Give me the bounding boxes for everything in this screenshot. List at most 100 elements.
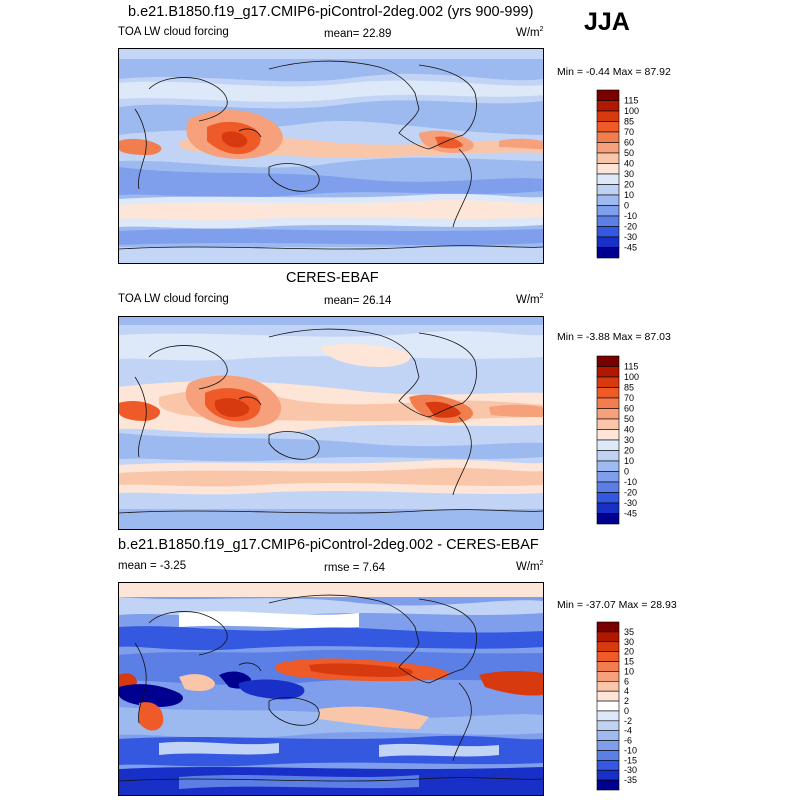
colorbar-obs: 115 100 85 70 60 50 40 30 20 10 0 -10 -20 -30 -45 — [596, 355, 657, 526]
colorbar-tick-label: -4 — [624, 726, 632, 736]
colorbar-box — [596, 121, 620, 133]
colorbar-box — [596, 408, 620, 420]
panel-diff-minmax: Min = -37.07 Max = 28.93 — [557, 599, 677, 611]
colorbar-tick-label: 20 — [624, 446, 634, 456]
colorbar-box — [596, 631, 620, 643]
colorbar-box — [596, 89, 620, 101]
colorbar-box — [596, 779, 620, 791]
colorbar-tick-label: 20 — [624, 647, 634, 657]
colorbar-tick-label: 30 — [624, 435, 634, 445]
colorbar-box — [596, 740, 620, 751]
colorbar-tick-label: -35 — [624, 775, 637, 785]
colorbar-box — [596, 750, 620, 761]
colorbar-box — [596, 205, 620, 217]
colorbar-tick-label: 0 — [624, 201, 629, 211]
panel-obs-minmax: Min = -3.88 Max = 87.03 — [557, 331, 671, 343]
colorbar-tick-label: 20 — [624, 180, 634, 190]
colorbar-tick-label: 50 — [624, 148, 634, 158]
colorbar-tick-label: 2 — [624, 696, 629, 706]
colorbar-tick-label: 30 — [624, 637, 634, 647]
colorbar-model: 115 100 85 70 60 50 40 30 20 10 0 -10 -20 -30 -45 — [596, 89, 657, 260]
colorbar-tick-label: 40 — [624, 425, 634, 435]
colorbar-box — [596, 100, 620, 112]
colorbar-box — [596, 621, 620, 633]
colorbar-tick-label: 15 — [624, 657, 634, 667]
map-ceres-ebaf-toa-lw-cloud-forcing — [118, 316, 544, 530]
panel-model-mean: mean= 22.89 — [324, 28, 392, 40]
colorbar-tick-label: -10 — [624, 477, 637, 487]
colorbar-tick-label: 115 — [624, 362, 638, 372]
colorbar-tick-label: 50 — [624, 414, 634, 424]
colorbar-tick-label: 6 — [624, 676, 629, 686]
colorbar-tick-label: 10 — [624, 666, 634, 676]
colorbar-box — [596, 215, 620, 227]
colorbar-tick-label: -20 — [624, 488, 637, 498]
panel-model-minmax: Min = -0.44 Max = 87.92 — [557, 66, 671, 78]
colorbar-tick-label: -45 — [624, 509, 637, 519]
colorbar-box — [596, 513, 620, 525]
colorbar-tick-label: -30 — [624, 232, 637, 242]
colorbar-box — [596, 730, 620, 741]
colorbar-box — [596, 418, 620, 430]
colorbar-tick-label: 0 — [624, 706, 629, 716]
panel-obs-units: W/m2 — [516, 293, 544, 306]
colorbar-box — [596, 131, 620, 143]
colorbar-box — [596, 680, 620, 692]
colorbar-box — [596, 366, 620, 378]
colorbar-tick-label: -10 — [624, 211, 637, 221]
colorbar-tick-label: 40 — [624, 159, 634, 169]
panel-model-units: W/m2 — [516, 26, 544, 39]
colorbar-box — [596, 460, 620, 472]
colorbar-box — [596, 481, 620, 493]
colorbar-tick-label: -45 — [624, 243, 637, 253]
panel-model-title: b.e21.B1850.f19_g17.CMIP6-piControl-2deg… — [128, 4, 534, 20]
colorbar-tick-label: -20 — [624, 222, 637, 232]
colorbar-box — [596, 397, 620, 409]
colorbar-tick-label: 10 — [624, 456, 634, 466]
colorbar-tick-label: -30 — [624, 498, 637, 508]
colorbar-tick-label: 100 — [624, 106, 639, 116]
colorbar-box — [596, 769, 620, 781]
colorbar-box — [596, 152, 620, 164]
colorbar-box — [596, 671, 620, 682]
colorbar-tick-label: -15 — [624, 755, 637, 765]
colorbar-tick-label: 30 — [624, 169, 634, 179]
map-model-toa-lw-cloud-forcing — [118, 48, 544, 264]
colorbar-box — [596, 173, 620, 185]
colorbar-tick-label: 100 — [624, 372, 639, 382]
colorbar-tick-label: 85 — [624, 117, 634, 127]
colorbar-box — [596, 194, 620, 206]
colorbar-tick-label: 60 — [624, 138, 634, 148]
colorbar-diff: 35 30 20 15 10 6 4 2 0 -2 -4 -6 -10 -15 -30 -35 — [596, 621, 657, 792]
colorbar-box — [596, 355, 620, 367]
colorbar-box — [596, 502, 620, 514]
colorbar-box — [596, 247, 620, 259]
panel-obs-left-label: TOA LW cloud forcing — [118, 293, 229, 305]
colorbar-tick-label: -10 — [624, 745, 637, 755]
colorbar-box — [596, 387, 620, 399]
colorbar-box — [596, 651, 620, 662]
colorbar-tick-label: -6 — [624, 736, 632, 746]
colorbar-box — [596, 450, 620, 462]
colorbar-box — [596, 471, 620, 483]
colorbar-tick-label: 115 — [624, 96, 638, 106]
colorbar-box — [596, 184, 620, 196]
panel-diff-rmse: rmse = 7.64 — [324, 562, 386, 574]
panel-diff-title: b.e21.B1850.f19_g17.CMIP6-piControl-2deg… — [118, 537, 539, 553]
colorbar-box — [596, 760, 620, 771]
panel-model-left-label: TOA LW cloud forcing — [118, 26, 229, 38]
colorbar-tick-label: 85 — [624, 383, 634, 393]
colorbar-box — [596, 226, 620, 238]
colorbar-box — [596, 376, 620, 388]
colorbar-box — [596, 700, 620, 712]
colorbar-box — [596, 710, 620, 722]
panel-obs-mean: mean= 26.14 — [324, 295, 392, 307]
colorbar-tick-label: -30 — [624, 765, 637, 775]
colorbar-box — [596, 641, 620, 652]
colorbar-tick-label: 60 — [624, 404, 634, 414]
colorbar-tick-label: 35 — [624, 627, 634, 637]
colorbar-tick-label: 70 — [624, 127, 634, 137]
map-difference — [118, 582, 544, 796]
colorbar-box — [596, 661, 620, 672]
colorbar-box — [596, 492, 620, 504]
